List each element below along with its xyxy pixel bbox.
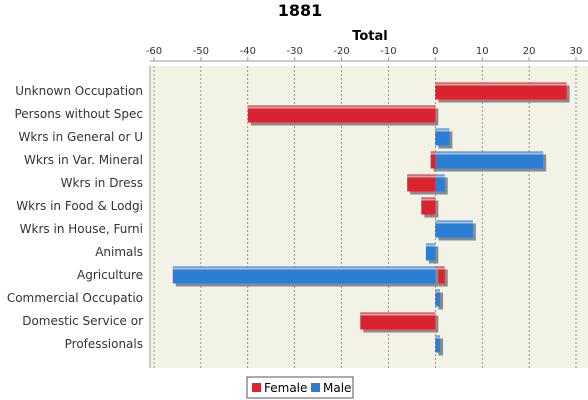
bar-highlight bbox=[425, 244, 436, 247]
bar-male bbox=[435, 128, 450, 146]
legend-label-male: Male bbox=[323, 381, 351, 395]
legend-swatch-male bbox=[311, 383, 320, 392]
bar-male bbox=[172, 266, 436, 284]
category-label: Animals bbox=[95, 245, 143, 259]
legend-label-female: Female bbox=[264, 381, 307, 395]
category-label: Wkrs in Var. Mineral bbox=[24, 153, 143, 167]
bar-female bbox=[435, 266, 445, 284]
category-label: Wkrs in House, Furni bbox=[20, 222, 143, 236]
x-tick-label: -50 bbox=[193, 46, 209, 57]
bar-highlight bbox=[247, 106, 436, 109]
legend-swatch-female bbox=[252, 383, 261, 392]
x-tick-label: -30 bbox=[286, 46, 302, 57]
bar-highlight bbox=[435, 290, 441, 293]
chart-title: 1881 bbox=[278, 1, 323, 20]
bar-highlight bbox=[430, 152, 436, 155]
category-label: Wkrs in General or U bbox=[18, 130, 143, 144]
x-axis: -60 -50 -40 -30 -20 -10 0 10 20 30 bbox=[146, 46, 588, 368]
bar-female bbox=[435, 82, 567, 100]
category-label: Persons without Spec bbox=[14, 107, 143, 121]
bar-female bbox=[407, 174, 436, 192]
bar-highlight bbox=[435, 336, 441, 339]
legend-box bbox=[246, 376, 354, 399]
bar-male bbox=[425, 243, 436, 261]
category-label: Professionals bbox=[65, 337, 143, 351]
x-axis-title: Total bbox=[352, 29, 388, 44]
legend: Female Male bbox=[246, 376, 354, 399]
category-label: Wkrs in Dress bbox=[61, 176, 143, 190]
bar-highlight bbox=[435, 83, 567, 86]
bar-male bbox=[435, 174, 445, 192]
bar-male bbox=[435, 151, 544, 169]
x-tick-label: -20 bbox=[333, 46, 349, 57]
bar-female bbox=[360, 312, 436, 330]
category-label: Unknown Occupation bbox=[15, 84, 143, 98]
bar-shadow bbox=[438, 292, 444, 310]
x-tick-label: -40 bbox=[240, 46, 256, 57]
x-tick-label: 20 bbox=[523, 46, 536, 57]
x-tick-label: 0 bbox=[432, 46, 438, 57]
x-tick-label: -60 bbox=[146, 46, 162, 57]
bar-highlight bbox=[360, 313, 436, 316]
bar-male bbox=[435, 220, 473, 238]
category-label: Wkrs in Food & Lodgi bbox=[16, 199, 143, 213]
bar-highlight bbox=[172, 267, 436, 270]
bars bbox=[172, 82, 570, 356]
category-label: Domestic Service or bbox=[22, 314, 143, 328]
x-tick-label: 10 bbox=[476, 46, 489, 57]
bar-highlight bbox=[421, 198, 436, 201]
bar-male bbox=[435, 289, 441, 307]
category-labels: Unknown Occupation Persons without Spec Wk… bbox=[7, 84, 143, 351]
bar-male bbox=[435, 335, 441, 353]
category-label: Commercial Occupatio bbox=[7, 291, 143, 305]
x-tick-label: -10 bbox=[380, 46, 396, 57]
bar-highlight bbox=[435, 152, 544, 155]
bar-highlight bbox=[435, 267, 445, 270]
bar-female bbox=[430, 151, 436, 169]
bar-highlight bbox=[435, 221, 473, 224]
bar-highlight bbox=[407, 175, 436, 178]
bar-highlight bbox=[435, 175, 445, 178]
bar-shadow bbox=[438, 338, 444, 356]
bar-highlight bbox=[435, 129, 450, 132]
bar-female bbox=[421, 197, 436, 215]
bar-female bbox=[247, 105, 436, 123]
category-label: Agriculture bbox=[77, 268, 143, 282]
x-tick-label: 30 bbox=[570, 46, 583, 57]
